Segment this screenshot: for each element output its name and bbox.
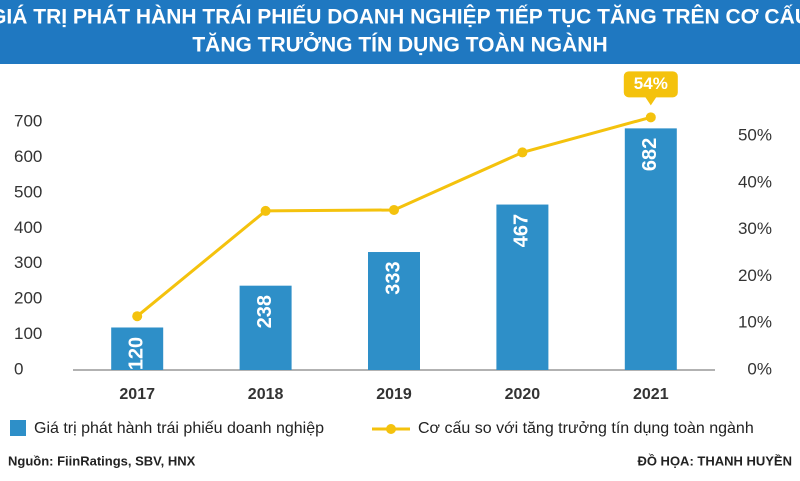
bar (496, 204, 549, 370)
y2-tick-label: 50% (738, 126, 772, 145)
y-tick-label: 400 (14, 218, 42, 237)
bar-value-label: 467 (511, 214, 533, 247)
y-tick-label: 600 (14, 147, 42, 166)
y-tick-label: 500 (14, 182, 42, 201)
bar-value-label: 238 (254, 295, 276, 328)
chart-title: TĂNG TRƯỞNG TÍN DỤNG TOÀN NGÀNH (192, 33, 607, 57)
callout-pointer (644, 96, 657, 106)
bar (239, 285, 292, 370)
bar-value-label: 120 (125, 337, 147, 370)
y2-tick-label: 10% (738, 313, 772, 332)
y-tick-label: 100 (14, 324, 42, 343)
line-point (645, 112, 656, 123)
y2-tick-label: 0% (747, 359, 772, 378)
data-label: 54% (634, 74, 668, 93)
credit: ĐỒ HỌA: THANH HUYỀN (637, 453, 792, 468)
y-tick-label: 200 (14, 289, 42, 308)
y-tick-label: 300 (14, 253, 42, 272)
y2-tick-label: 20% (738, 266, 772, 285)
bar-value-label: 333 (382, 261, 404, 294)
legend-swatch (10, 420, 26, 436)
title-banner (0, 0, 800, 64)
y2-tick-label: 40% (738, 172, 772, 191)
y-tick-label: 0 (14, 359, 23, 378)
x-tick-label: 2018 (248, 386, 284, 403)
bar (624, 128, 677, 370)
legend-label: Cơ cấu so với tăng trưởng tín dụng toàn … (418, 420, 754, 437)
legend-swatch (386, 424, 396, 434)
line-point (517, 147, 528, 158)
x-tick-label: 2019 (376, 386, 412, 403)
y2-tick-label: 30% (738, 219, 772, 238)
x-tick-label: 2017 (119, 386, 155, 403)
legend-label: Giá trị phát hành trái phiếu doanh nghiệ… (34, 420, 324, 437)
y-tick-label: 700 (14, 111, 42, 130)
callout (623, 71, 678, 98)
bar (111, 327, 164, 370)
x-tick-label: 2020 (505, 386, 541, 403)
bar-value-label: 682 (639, 138, 661, 171)
line-point (260, 205, 271, 216)
line-point (132, 311, 143, 322)
line-point (389, 204, 399, 215)
bar (368, 252, 420, 370)
chart-title: GIÁ TRỊ PHÁT HÀNH TRÁI PHIẾU DOANH NGHIỆ… (0, 5, 800, 29)
x-tick-label: 2021 (633, 386, 669, 403)
source: Nguồn: FiinRatings, SBV, HNX (8, 453, 196, 468)
